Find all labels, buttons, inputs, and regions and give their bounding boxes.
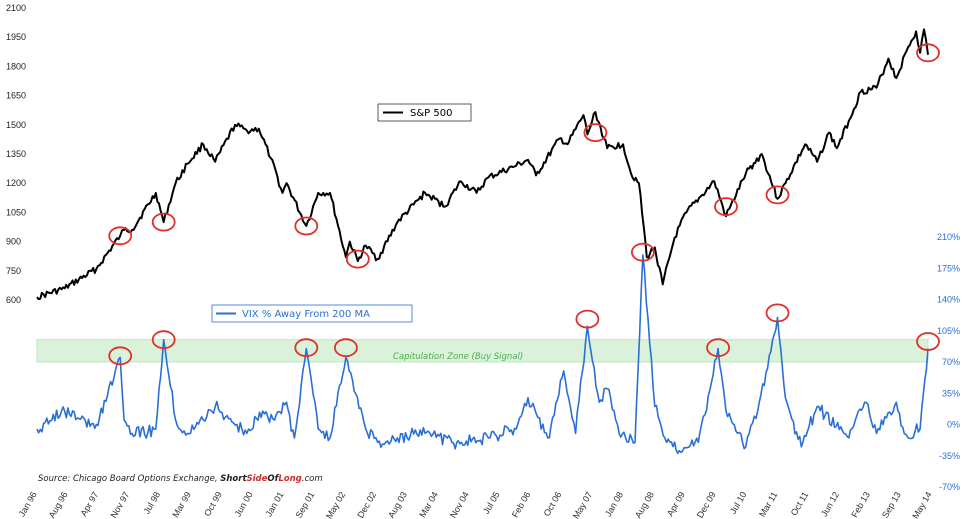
vix-highlight-circle bbox=[765, 303, 790, 323]
x-axis-tick-label: Dec 09 bbox=[695, 490, 718, 519]
x-axis-tick-label: Oct 11 bbox=[789, 490, 811, 517]
x-axis-tick-label: Aug 03 bbox=[386, 490, 409, 519]
x-axis-tick-label: Mar 04 bbox=[417, 490, 440, 519]
vix-highlight-circle bbox=[333, 338, 358, 358]
vix-highlight-circle bbox=[631, 242, 655, 262]
vix-highlight-circle bbox=[294, 338, 319, 358]
x-axis-tick-label: Dec 02 bbox=[355, 490, 378, 519]
legend-vix-label: VIX % Away From 200 MA bbox=[242, 309, 370, 320]
right-axis-tick-label: 140% bbox=[937, 295, 960, 305]
x-axis-tick-label: Oct 99 bbox=[202, 490, 224, 518]
sp500-highlight-circle bbox=[714, 197, 738, 217]
left-axis: 2100 1950 1800 1650 1500 1350 1200 1050 900 750 60… bbox=[6, 3, 26, 305]
x-axis-tick-label: Feb 06 bbox=[510, 490, 533, 519]
right-axis: 210% 175% 140% 105% 70% 35% 0% -35% -70% bbox=[937, 232, 960, 492]
right-axis-tick-label: -70% bbox=[939, 482, 960, 492]
sp500-highlight-circle bbox=[916, 43, 940, 63]
legend-sp500-label: S&P 500 bbox=[410, 108, 452, 119]
x-axis-tick-label: May 02 bbox=[324, 490, 347, 519]
x-axis-tick-label: Nov 97 bbox=[108, 490, 131, 519]
legend-sp500: S&P 500 bbox=[377, 103, 472, 122]
x-axis-tick-label: Aug 08 bbox=[633, 490, 656, 519]
left-axis-tick-label: 1650 bbox=[6, 91, 26, 101]
left-axis-tick-label: 1350 bbox=[6, 149, 26, 159]
x-axis-tick-label: Mar 99 bbox=[170, 490, 193, 519]
left-axis-tick-label: 2100 bbox=[6, 3, 26, 13]
left-axis-tick-label: 1500 bbox=[6, 120, 26, 130]
right-axis-tick-label: 105% bbox=[937, 326, 960, 336]
x-axis-tick-label: Jun 00 bbox=[233, 490, 255, 518]
left-axis-tick-label: 750 bbox=[6, 266, 21, 276]
highlight-circles bbox=[108, 43, 940, 366]
x-axis-tick-label: May 14 bbox=[910, 490, 933, 519]
left-axis-tick-label: 600 bbox=[6, 295, 21, 305]
right-axis-tick-label: 35% bbox=[942, 388, 960, 398]
x-axis-tick-label: Jan 96 bbox=[17, 490, 39, 518]
x-axis-tick-label: May 07 bbox=[571, 490, 594, 519]
x-axis-tick-label: Jun 12 bbox=[819, 490, 841, 518]
right-axis-tick-label: 70% bbox=[942, 357, 960, 367]
left-axis-tick-label: 900 bbox=[6, 237, 21, 247]
x-axis-tick-label: Feb 13 bbox=[849, 490, 872, 519]
x-axis-tick-label: Mar 11 bbox=[757, 490, 779, 519]
vix-highlight-circle bbox=[706, 338, 730, 358]
x-axis-tick-label: Oct 06 bbox=[542, 490, 564, 518]
x-axis-tick-label: Jan 08 bbox=[603, 490, 625, 518]
x-axis-tick-label: Nov 04 bbox=[448, 490, 471, 519]
vix-series-line bbox=[36, 254, 929, 455]
left-axis-tick-label: 1950 bbox=[6, 32, 26, 42]
source-note: Source: Chicago Board Options Exchange, … bbox=[38, 474, 323, 484]
vix-highlight-circle bbox=[916, 332, 940, 351]
x-axis: Jan 96 Aug 96 Apr 97 Nov 97 Jul 98 Mar 99 Oct … bbox=[17, 490, 934, 519]
right-axis-tick-label: 0% bbox=[947, 420, 960, 430]
sp500-highlight-circle bbox=[151, 212, 176, 232]
x-axis-tick-label: Apr 97 bbox=[79, 490, 101, 518]
right-axis-tick-label: 175% bbox=[937, 263, 960, 273]
x-axis-tick-label: Aug 96 bbox=[47, 490, 70, 519]
x-axis-tick-label: Jan 01 bbox=[263, 490, 285, 518]
left-axis-tick-label: 1200 bbox=[6, 178, 26, 188]
x-axis-tick-label: Jul 98 bbox=[141, 490, 162, 516]
left-axis-tick-label: 1800 bbox=[6, 61, 26, 71]
sp500-highlight-circle bbox=[345, 249, 370, 269]
right-axis-tick-label: 210% bbox=[937, 232, 960, 242]
x-axis-tick-label: Sep 01 bbox=[294, 490, 317, 519]
capitulation-zone-label: Capitulation Zone (Buy Signal) bbox=[393, 352, 523, 362]
capitulation-zone: Capitulation Zone (Buy Signal) bbox=[36, 339, 929, 363]
left-axis-tick-label: 1050 bbox=[6, 207, 26, 217]
sp500-highlight-circle bbox=[294, 216, 319, 236]
right-axis-tick-label: -35% bbox=[939, 451, 960, 461]
x-axis-tick-label: Jul 05 bbox=[481, 490, 502, 516]
sp500-series-line bbox=[36, 28, 929, 301]
sp500-highlight-circle bbox=[765, 185, 790, 205]
sp500-highlight-circle bbox=[108, 226, 133, 246]
vix-highlight-circle bbox=[108, 346, 133, 366]
legend-vix: VIX % Away From 200 MA bbox=[211, 304, 413, 323]
vix-highlight-circle bbox=[575, 309, 600, 329]
x-axis-tick-label: Apr 09 bbox=[665, 490, 687, 518]
x-axis-tick-label: Sep 13 bbox=[880, 490, 903, 519]
vix-highlight-circle bbox=[151, 330, 176, 350]
x-axis-tick-label: Jul 10 bbox=[728, 490, 749, 516]
sp500-highlight-circle bbox=[583, 123, 608, 143]
